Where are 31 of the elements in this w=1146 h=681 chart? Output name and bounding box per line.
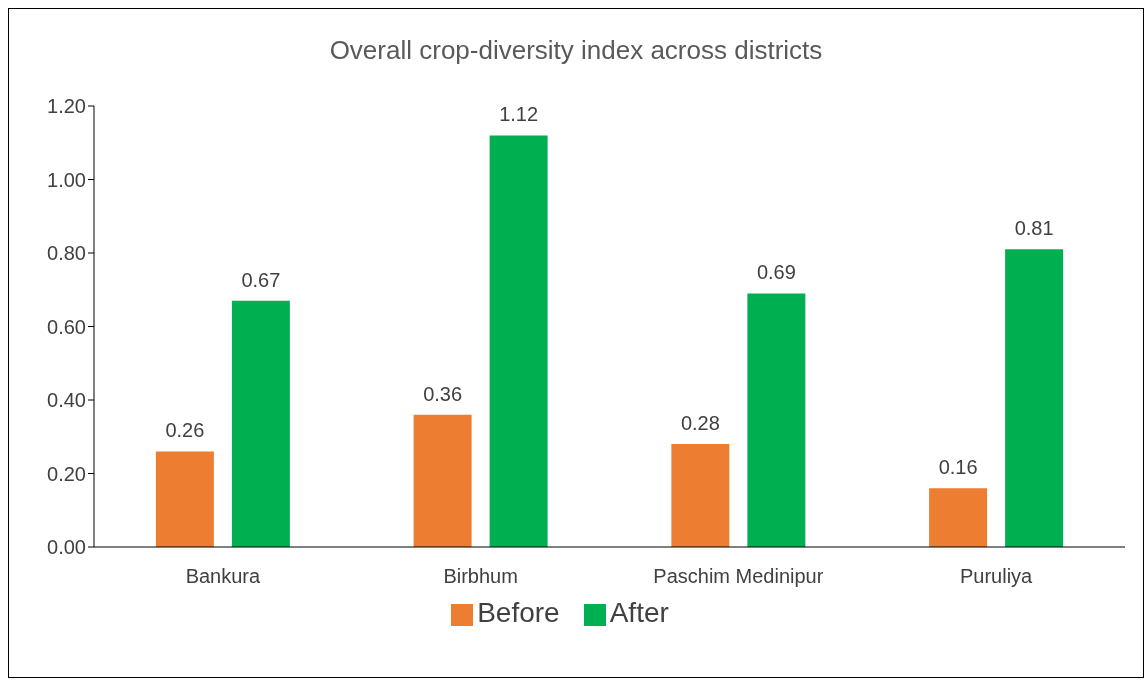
x-tick-label: Bankura bbox=[185, 565, 261, 588]
data-label: 0.16 bbox=[938, 456, 978, 479]
x-tick-label: Birbhum bbox=[443, 565, 518, 588]
data-label: 0.26 bbox=[165, 419, 205, 442]
bar bbox=[929, 488, 988, 547]
y-tick-label: 0.60 bbox=[47, 315, 86, 338]
data-label: 0.28 bbox=[680, 412, 720, 435]
data-label: 1.12 bbox=[499, 103, 539, 126]
y-tick-label: 0.80 bbox=[47, 242, 86, 265]
y-tick-label: 1.20 bbox=[47, 95, 86, 118]
legend-label: Before bbox=[477, 597, 560, 628]
bar bbox=[413, 414, 472, 547]
data-label: 0.36 bbox=[423, 382, 463, 405]
bar bbox=[231, 300, 290, 547]
y-tick-label: 0.20 bbox=[47, 462, 86, 485]
x-tick-label: Puruliya bbox=[959, 565, 1034, 588]
y-tick-label: 1.00 bbox=[47, 168, 86, 191]
data-label: 0.67 bbox=[241, 268, 281, 291]
bar bbox=[489, 135, 548, 547]
chart-frame: Overall crop-diversity index across districts Before After Bankura Birbhum Paschim Medinipur Puruliya 0.00 0.20 0.40 0.60 0.80 1.00 1.20 0.26 0.36 0.28 0.16 0.67 1.12 0.69 0.81 bbox=[8, 8, 1144, 678]
bar bbox=[1005, 249, 1064, 547]
legend-label: After bbox=[609, 597, 669, 628]
data-label: 0.81 bbox=[1014, 217, 1054, 240]
x-tick-label: Paschim Medinipur bbox=[653, 565, 824, 588]
bar bbox=[671, 444, 730, 547]
data-label: 0.69 bbox=[756, 261, 796, 284]
bar bbox=[747, 293, 806, 547]
y-tick-label: 0.00 bbox=[47, 536, 86, 559]
chart-title: Overall crop-diversity index across districts bbox=[328, 35, 824, 66]
bar bbox=[155, 451, 214, 547]
y-tick-label: 0.40 bbox=[47, 389, 86, 412]
